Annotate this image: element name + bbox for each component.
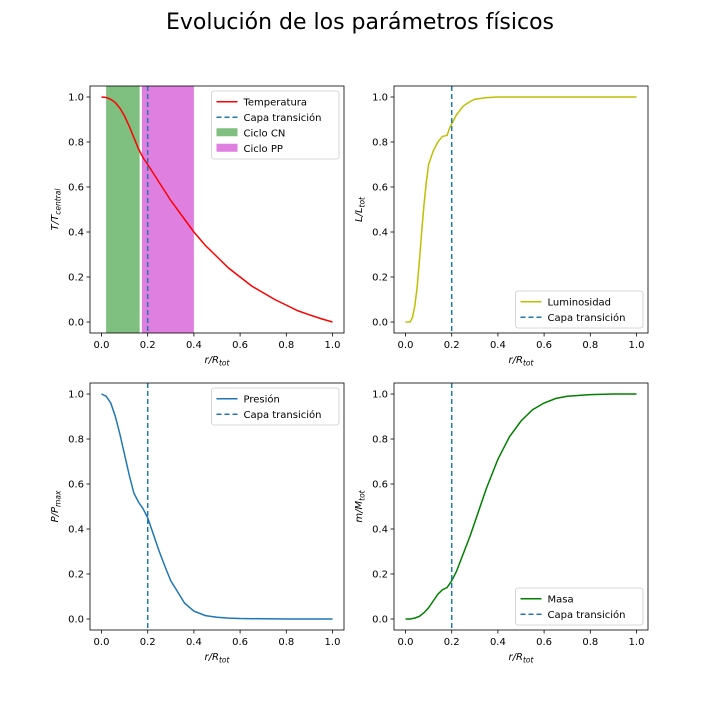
x-tick-label: 0.0: [398, 340, 414, 351]
legend-label: Presión: [244, 393, 280, 405]
legend-label: Masa: [548, 594, 574, 605]
y-tick-label: 0.8: [68, 138, 84, 149]
x-tick-label: 0.2: [444, 340, 460, 351]
axes-frame: [89, 382, 345, 631]
y-tick-label: 0.6: [372, 183, 388, 194]
legend-patch-swatch: [216, 143, 238, 152]
y-axis-label: P/Pmax: [50, 490, 63, 522]
y-axis-label: T/Tcentral: [50, 188, 63, 231]
x-tick-label: 0.2: [444, 637, 460, 648]
series-line-luminosidad: [405, 96, 637, 323]
legend-label: Capa transición: [548, 312, 626, 324]
x-tick-label: 1.0: [629, 637, 645, 648]
x-tick-label: 0.8: [582, 637, 598, 648]
chart-bottom-left: 0.0 0.2 0.4 0.6 0.8 1.0 0.0 0.2 0.4 0.6 0.8 1.0 r/Rt…: [50, 382, 345, 665]
x-axis-label: r/Rtot: [205, 355, 231, 368]
legend-label: Capa transición: [548, 609, 626, 621]
y-tick-label: 0.6: [68, 183, 84, 194]
x-tick-label: 0.0: [94, 637, 110, 648]
series-line-masa: [405, 393, 637, 620]
y-tick-label: 0.4: [372, 228, 388, 239]
x-tick-label: 1.0: [325, 637, 341, 648]
x-tick-label: 0.8: [278, 340, 294, 351]
legend: Presión Capa transición: [211, 387, 340, 426]
y-tick-label: 1.0: [372, 390, 388, 401]
y-tick-label: 0.6: [372, 480, 388, 491]
x-tick-label: 0.2: [140, 340, 156, 351]
legend-box: [211, 90, 340, 160]
axes-frame: [89, 85, 345, 334]
legend-label: Temperatura: [243, 97, 308, 108]
legend-label: Capa transición: [244, 112, 322, 124]
x-tick-label: 1.0: [325, 340, 341, 351]
legend-box: [515, 587, 644, 626]
y-tick-label: 0.4: [68, 228, 84, 239]
y-tick-label: 0.0: [372, 318, 388, 329]
y-tick-label: 0.0: [68, 318, 84, 329]
legend-label: Ciclo CN: [244, 128, 286, 139]
x-tick-label: 0.4: [186, 637, 202, 648]
axes-frame: [393, 382, 649, 631]
legend-label: Ciclo PP: [244, 144, 283, 155]
legend-box: [515, 290, 644, 329]
axes-frame: [393, 85, 649, 334]
x-tick-label: 0.0: [398, 637, 414, 648]
figure-title: Evolución de los parámetros físicos: [165, 10, 555, 35]
legend: Luminosidad Capa transición: [515, 290, 644, 329]
legend: Temperatura Capa transición Ciclo CN Ciclo …: [211, 90, 340, 160]
y-tick-label: 0.0: [68, 615, 84, 626]
legend-label: Luminosidad: [548, 297, 612, 308]
y-tick-label: 0.2: [68, 570, 84, 581]
chart-top-right: 0.0 0.2 0.4 0.6 0.8 1.0 0.0 0.2 0.4 0.6 0.8 1.0 r/Rt…: [354, 85, 649, 368]
plot-area: [405, 86, 637, 333]
x-axis-label: r/Rtot: [509, 652, 535, 665]
x-axis-label: r/Rtot: [205, 652, 231, 665]
x-tick-label: 0.4: [490, 637, 506, 648]
y-tick-label: 1.0: [68, 93, 84, 104]
y-tick-label: 1.0: [68, 390, 84, 401]
x-tick-label: 0.6: [232, 340, 248, 351]
legend: Masa Capa transición: [515, 587, 644, 626]
y-tick-label: 0.6: [68, 480, 84, 491]
y-tick-label: 0.8: [68, 435, 84, 446]
y-axis-label: L/Ltot: [354, 196, 367, 222]
plot-area: [405, 383, 637, 630]
plot-area: [101, 383, 333, 630]
y-tick-label: 0.8: [372, 138, 388, 149]
legend-patch-swatch: [216, 128, 238, 137]
y-tick-label: 0.4: [372, 525, 388, 536]
series-line-presión: [101, 393, 333, 620]
legend-box: [211, 387, 340, 426]
x-tick-label: 0.4: [490, 340, 506, 351]
x-tick-label: 0.6: [536, 340, 552, 351]
chart-top-left: 0.0 0.2 0.4 0.6 0.8 1.0 0.0 0.2 0.4 0.6 0.8 1.0 r/Rt…: [50, 85, 345, 368]
x-tick-label: 0.8: [582, 340, 598, 351]
x-axis-label: r/Rtot: [509, 355, 535, 368]
chart-bottom-right: 0.0 0.2 0.4 0.6 0.8 1.0 0.0 0.2 0.4 0.6 0.8 1.0 r/Rt…: [354, 382, 649, 665]
x-tick-label: 1.0: [629, 340, 645, 351]
band-ciclo-pp: [141, 86, 194, 333]
plot-area: [101, 86, 333, 333]
legend-label: Capa transición: [244, 409, 322, 421]
y-axis-label: m/Mtot: [354, 489, 367, 522]
x-tick-label: 0.0: [94, 340, 110, 351]
series-line-temperatura: [101, 96, 333, 323]
x-tick-label: 0.6: [536, 637, 552, 648]
x-tick-label: 0.2: [140, 637, 156, 648]
y-tick-label: 0.4: [68, 525, 84, 536]
x-tick-label: 0.4: [186, 340, 202, 351]
y-tick-label: 0.2: [68, 273, 84, 284]
y-tick-label: 0.2: [372, 570, 388, 581]
x-tick-label: 0.8: [278, 637, 294, 648]
y-tick-label: 0.8: [372, 435, 388, 446]
y-tick-label: 0.2: [372, 273, 388, 284]
band-ciclo-cn: [106, 86, 140, 333]
x-tick-label: 0.6: [232, 637, 248, 648]
y-tick-label: 1.0: [372, 93, 388, 104]
y-tick-label: 0.0: [372, 615, 388, 626]
